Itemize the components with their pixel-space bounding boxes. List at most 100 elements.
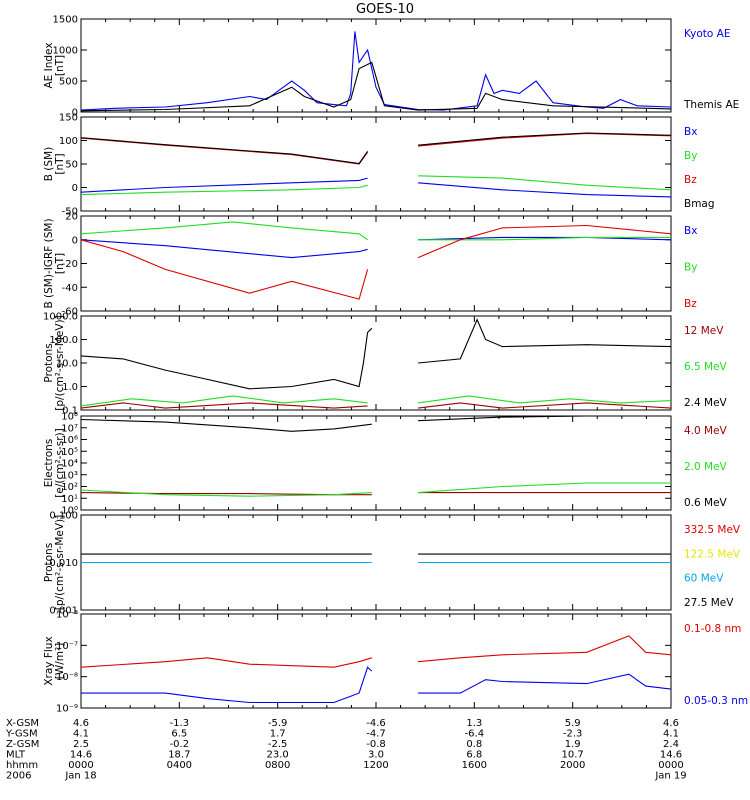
axis-table-cell-2-0: -5.9 (268, 718, 288, 729)
panel-3-ytick-label-2: -20 (62, 259, 78, 270)
axis-table-cell-1-4: 0400 (167, 760, 192, 771)
panel-1-series-2-segment-1 (80, 61, 672, 112)
panel-2-ytick-label-1: 0 (72, 183, 78, 194)
axis-table-rowlabel-3: MLT (6, 750, 26, 761)
panel-4-ytick-label-3: 100.0 (49, 335, 78, 346)
panel-2-ytick-label-0: -50 (62, 207, 78, 218)
axis-table-cell-5-3: 10.7 (562, 750, 584, 761)
panel-1-series-1-segment-1 (80, 31, 672, 111)
panel-4-series-1-segment-1 (80, 402, 368, 409)
panel-5-ytick-label-4: 10⁴ (61, 459, 78, 470)
panel-6-legend-2: 122.5 MeV (684, 548, 741, 560)
panel-2-legend-3: Bz (684, 174, 697, 186)
panel-5-series-2-segment-1 (80, 489, 372, 497)
panel-1-ytick-label-2: 1000 (53, 46, 78, 57)
panel-1-legend-1: Kyoto AE (684, 28, 730, 40)
axis-table-cell-6-0: 4.6 (663, 718, 679, 729)
axis-table-cell-5-4: 2000 (560, 760, 585, 771)
panel-2-ytick-label-2: 50 (65, 160, 78, 171)
axis-table-cell-5-0: 5.9 (565, 718, 581, 729)
panel-5-ytick-label-3: 10³ (61, 470, 78, 481)
panel-2-legend-4: Bmag (684, 198, 715, 210)
panel-3-series-1-segment-1 (80, 239, 368, 259)
panel-7-legend-1: 0.1-0.8 nm (684, 623, 741, 635)
panel-1-legend-2: Themis AE (683, 99, 739, 111)
axis-table-cell-4-3: 6.8 (466, 750, 482, 761)
panel-2-ytick-label-3: 100 (59, 136, 78, 147)
panel-4-series-3-segment-2 (418, 318, 672, 364)
panel-3-ylabel-line-0: B (SM)-IGRF (SM) (43, 218, 55, 308)
panel-5-ytick-label-5: 10⁵ (61, 447, 78, 458)
axis-table-cell-6-4: 0000 (658, 760, 683, 771)
axis-table-cell-3-4: 1200 (363, 760, 388, 771)
axis-table-cell-1-2: -0.2 (170, 739, 190, 750)
axis-table-cell-5-2: 1.9 (565, 739, 581, 750)
axis-table-cell-0-2: 2.5 (73, 739, 89, 750)
axis-table-cell-2-1: 1.7 (270, 729, 286, 740)
panel-2-series-1-segment-1 (80, 177, 368, 193)
axis-table-cell-3-1: -4.7 (366, 729, 386, 740)
panel-1-ylabel-line-1: [nT] (54, 55, 66, 76)
panel-6-legend-1: 332.5 MeV (684, 524, 741, 536)
panel-3-ytick-label-3: 0 (72, 235, 78, 246)
panel-5-ylabel-line-0: Electrons (43, 439, 55, 488)
panel-6: 0.0010.0100.100Protons[p/(cm²-s-sr-MeV)]… (43, 511, 741, 617)
panel-2-series-1-segment-2 (418, 182, 672, 198)
panel-5-series-3-segment-2 (418, 415, 671, 422)
panel-5-legend-1: 4.0 MeV (684, 425, 728, 437)
axis-table-cell-1-1: 6.5 (171, 729, 187, 740)
panel-1-ytick-label-3: 1500 (53, 15, 78, 26)
panel-7-series-2-segment-2 (418, 673, 672, 694)
panel-4-ytick-label-2: 10.0 (56, 359, 78, 370)
panel-3-ylabel: B (SM)-IGRF (SM)[nT] (43, 218, 66, 308)
panel-3-ylabel-line-1: [nT] (54, 253, 66, 274)
panel-7-ytick-label-3: 10⁻⁶ (56, 610, 78, 621)
panel-7-ylabel: Xray Flux[W/m²] (43, 636, 66, 685)
panel-3-legend-3: Bz (684, 298, 697, 310)
panel-3-ytick-label-1: -40 (62, 283, 78, 294)
axis-table-cell-0-0: 4.6 (73, 718, 89, 729)
axis-table-cell-6-2: 2.4 (663, 739, 679, 750)
axis-table-cell-2-3: 23.0 (267, 750, 289, 761)
panel-5-ytick-label-2: 10² (61, 482, 78, 493)
panel-2-legend-2: By (684, 150, 697, 162)
panel-4-ytick-label-4: 1000.0 (43, 312, 78, 323)
panel-1-frame (80, 18, 672, 113)
axis-table-cell-6-1: 4.1 (663, 729, 679, 740)
axis-table-rowlabel-5: 2006 (6, 771, 31, 782)
panel-3-series-3-segment-2 (417, 224, 672, 259)
axis-table-cell-2-4: 0800 (265, 760, 290, 771)
axis-table-cell-3-0: -4.6 (366, 718, 386, 729)
axis-table-cell-5-1: -2.3 (563, 729, 583, 740)
panel-5-ylabel-line-1: [e/(cm²-s-sr)] (54, 428, 66, 497)
panel-4-ylabel: Protons[p/(cm²-s-sr-MeV)] (43, 315, 66, 410)
panel-2-ylabel-line-0: B (SM) (43, 147, 55, 181)
figure-title: GOES-10 (356, 2, 414, 17)
panel-6-ylabel-line-0: Protons (43, 543, 55, 582)
panel-6-ytick-label-1: 0.010 (49, 558, 78, 569)
panel-6-ylabel-line-1: [p/(cm²-s-sr-MeV)] (54, 515, 66, 610)
axis-table-cell-0-5: Jan 18 (64, 771, 96, 782)
panel-4-frame (80, 315, 672, 411)
axis-table-rowlabel-4: hhmm (6, 760, 38, 771)
panel-1-ylabel-line-0: AE Index (43, 42, 55, 88)
panel-4-series-2-segment-1 (80, 395, 368, 407)
panel-7: 10⁻⁹ 10⁻⁸ 10⁻⁷ 10⁻⁶ Xray Flux[W/m²] 0.1-0.8 n… (43, 610, 748, 715)
panel-1-ytick-label-1: 500 (59, 77, 78, 88)
panel-2-series-2-segment-1 (80, 184, 368, 196)
panel-4-legend-1: 12 MeV (684, 325, 724, 337)
panel-2: -50 0 50 100 150 B (SM)[nT] Bx By Bz Bmag (43, 113, 715, 218)
axis-table-cell-6-3: 14.6 (660, 750, 682, 761)
panel-3-legend-1: Bx (684, 225, 697, 237)
axis-table-cell-4-2: 0.8 (466, 739, 482, 750)
panel-4-series-3-segment-1 (80, 327, 373, 390)
panel-7-series-1-segment-1 (80, 657, 372, 668)
axis-table-cell-4-0: 1.3 (466, 718, 482, 729)
panel-4-ytick-label-0: 0.1 (62, 406, 78, 417)
panel-4-ytick-label-1: 1.0 (62, 382, 78, 393)
panel-7-ylabel-line-0: Xray Flux (43, 636, 55, 685)
axis-table-cell-4-1: -6.4 (465, 729, 485, 740)
